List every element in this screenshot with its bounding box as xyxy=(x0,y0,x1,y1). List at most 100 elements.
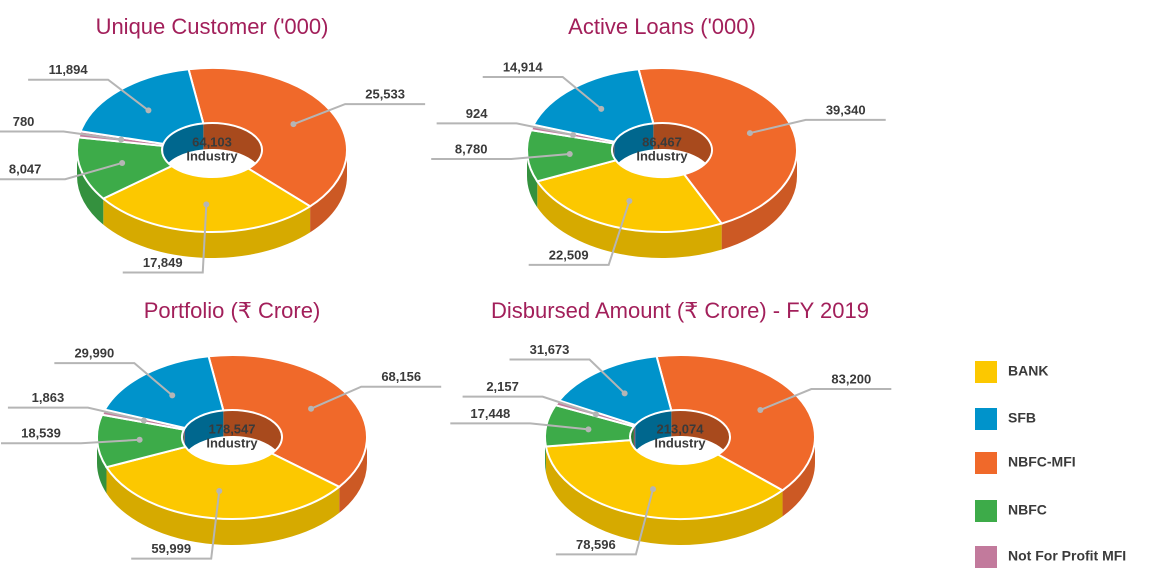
leader-line xyxy=(0,130,122,141)
value-label: 59,999 xyxy=(151,541,191,556)
slice xyxy=(535,159,724,233)
center-total: 64,103 xyxy=(192,134,232,149)
inner-wall xyxy=(163,123,204,170)
value-label: 8,780 xyxy=(455,141,488,156)
legend-swatch xyxy=(975,452,997,474)
value-label: 25,533 xyxy=(365,87,405,102)
leader-line xyxy=(7,406,145,422)
leader-dot xyxy=(598,105,605,112)
chart-title: Active Loans ('000) xyxy=(568,14,756,39)
leader-dot xyxy=(746,130,753,137)
leader-line xyxy=(0,162,123,181)
center-total: 213,074 xyxy=(657,421,705,436)
leader-dot xyxy=(290,121,297,128)
leader-line xyxy=(450,422,589,431)
slice xyxy=(103,355,225,430)
leader-line xyxy=(749,118,886,135)
value-label: 8,047 xyxy=(9,162,42,177)
value-label: 78,596 xyxy=(576,537,616,552)
outer-wall xyxy=(721,150,797,250)
leader-dot xyxy=(621,390,628,397)
chart-title: Disbursed Amount (₹ Crore) - FY 2019 xyxy=(491,298,869,323)
value-label: 18,539 xyxy=(21,426,61,441)
inner-wall xyxy=(614,123,654,168)
value-label: 17,849 xyxy=(143,255,183,270)
leader-dot xyxy=(140,417,147,424)
leader-line xyxy=(509,358,626,395)
inner-wall xyxy=(184,410,224,454)
value-label: 2,157 xyxy=(486,379,519,394)
value-label: 31,673 xyxy=(530,342,570,357)
value-label: 11,894 xyxy=(49,62,89,77)
leader-dot xyxy=(757,406,764,413)
slice xyxy=(104,445,342,520)
slice xyxy=(187,67,348,208)
leader-line xyxy=(528,200,631,266)
center-label: Industry xyxy=(636,148,688,163)
legend-label: Not For Profit MFI xyxy=(1008,548,1126,564)
slice xyxy=(544,439,785,520)
outer-wall xyxy=(77,150,104,225)
outer-wall xyxy=(545,446,783,545)
leader-dot xyxy=(566,151,573,158)
value-label: 780 xyxy=(13,114,35,129)
leader-line xyxy=(436,122,574,136)
inner-wall xyxy=(653,122,712,176)
value-label: 14,914 xyxy=(503,59,544,74)
legend-swatch xyxy=(975,408,997,430)
leader-dot xyxy=(308,405,315,412)
center-total: 86,467 xyxy=(642,134,682,149)
slice xyxy=(532,68,655,143)
outer-wall xyxy=(527,150,538,208)
center-label: Industry xyxy=(186,148,238,163)
value-label: 1,863 xyxy=(32,390,65,405)
leader-dot xyxy=(592,411,599,418)
leader-dot xyxy=(118,136,125,143)
outer-wall xyxy=(310,150,347,233)
slice xyxy=(101,164,312,233)
outer-wall xyxy=(103,198,311,258)
value-label: 17,448 xyxy=(470,406,510,421)
leader-line xyxy=(0,438,140,445)
leader-line xyxy=(54,362,173,397)
leader-line xyxy=(131,490,221,560)
inner-wall xyxy=(203,123,262,176)
leader-line xyxy=(310,385,442,410)
slice xyxy=(207,354,368,489)
outer-wall xyxy=(106,467,340,545)
slice xyxy=(557,355,673,427)
leader-line xyxy=(759,388,892,411)
inner-wall xyxy=(671,410,730,463)
leader-dot xyxy=(145,107,152,114)
inner-wall xyxy=(633,424,636,453)
legend-label: NBFC-MFI xyxy=(1008,454,1076,470)
leader-line xyxy=(462,395,597,416)
leader-dot xyxy=(136,436,143,443)
slice xyxy=(637,67,798,225)
leader-dot xyxy=(650,486,657,493)
leader-line xyxy=(293,103,426,126)
leader-line xyxy=(28,78,150,112)
outer-wall xyxy=(97,437,107,494)
center-label: Industry xyxy=(654,435,706,450)
leader-line xyxy=(555,488,654,556)
leader-line xyxy=(122,204,208,274)
inner-wall xyxy=(223,410,282,463)
leader-dot xyxy=(119,159,126,166)
chart-title: Unique Customer ('000) xyxy=(96,14,329,39)
leader-dot xyxy=(169,392,176,399)
leader-dot xyxy=(203,201,210,208)
value-label: 29,990 xyxy=(74,346,114,361)
value-label: 68,156 xyxy=(381,369,421,384)
legend-label: SFB xyxy=(1008,410,1036,426)
center-total: 178,547 xyxy=(209,421,256,436)
leader-line xyxy=(482,76,602,110)
legend-label: NBFC xyxy=(1008,502,1047,518)
value-label: 83,200 xyxy=(831,371,871,386)
leader-dot xyxy=(216,487,223,494)
legend-swatch xyxy=(975,500,997,522)
leader-dot xyxy=(585,426,592,433)
inner-wall xyxy=(635,410,672,451)
leader-dot xyxy=(626,197,633,204)
